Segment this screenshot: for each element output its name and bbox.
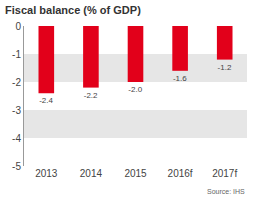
svg-text:-1: -1 xyxy=(12,49,21,60)
svg-text:-1.6: -1.6 xyxy=(173,74,187,83)
svg-text:-5: -5 xyxy=(12,161,21,172)
svg-text:Source: IHS: Source: IHS xyxy=(207,188,245,195)
svg-text:-2.4: -2.4 xyxy=(39,96,53,105)
svg-text:2016f: 2016f xyxy=(168,168,193,179)
svg-text:0: 0 xyxy=(15,21,21,32)
svg-text:-2.2: -2.2 xyxy=(84,91,98,100)
svg-text:2015: 2015 xyxy=(124,168,147,179)
svg-text:-2.0: -2.0 xyxy=(128,85,142,94)
svg-text:2017f: 2017f xyxy=(212,168,237,179)
svg-text:-3: -3 xyxy=(12,105,21,116)
svg-text:Fiscal balance (% of GDP): Fiscal balance (% of GDP) xyxy=(5,4,141,16)
svg-text:2014: 2014 xyxy=(80,168,103,179)
svg-text:-4: -4 xyxy=(12,133,21,144)
svg-text:-1.2: -1.2 xyxy=(218,63,232,72)
svg-text:2013: 2013 xyxy=(35,168,58,179)
svg-text:-2: -2 xyxy=(12,77,21,88)
